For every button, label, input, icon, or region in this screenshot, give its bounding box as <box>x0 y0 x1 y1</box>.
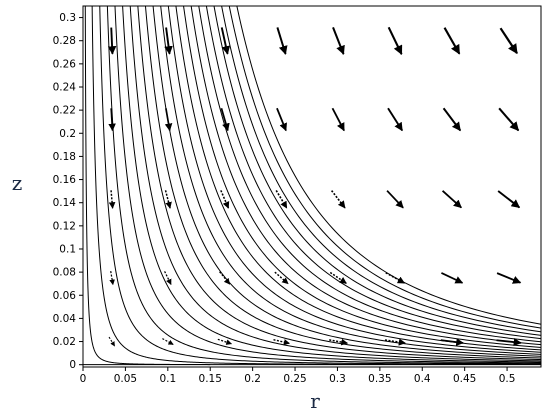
y-tick-label: 0.06 <box>53 290 77 302</box>
y-tick-label: 0.2 <box>59 128 76 140</box>
velocity-arrow <box>220 27 231 55</box>
y-tick-label: 0.3 <box>59 12 76 24</box>
x-tick-label: 0.35 <box>368 373 391 385</box>
y-tick-label: 0.22 <box>53 105 76 117</box>
streamline <box>228 5 542 329</box>
velocity-arrow <box>441 272 464 284</box>
velocity-arrow <box>496 272 522 284</box>
plot-frame <box>82 5 542 368</box>
y-tick-label: 0.14 <box>53 197 77 209</box>
velocity-arrow <box>387 26 403 55</box>
streamline <box>160 5 542 355</box>
velocity-arrow <box>329 338 349 346</box>
streamline <box>198 5 542 343</box>
streamline <box>91 5 541 366</box>
velocity-arrow <box>499 27 518 55</box>
x-tick-label: 0.3 <box>329 373 346 385</box>
velocity-arrow <box>275 190 288 209</box>
y-tick-label: 0 <box>69 359 76 371</box>
streamline <box>152 5 542 357</box>
velocity-arrow <box>108 108 116 132</box>
x-tick-label: 0.05 <box>114 373 137 385</box>
velocity-arrows <box>107 26 522 347</box>
velocity-arrow <box>332 26 345 55</box>
streamline <box>106 5 542 365</box>
y-tick-label: 0.1 <box>59 243 76 255</box>
streamline <box>167 5 542 353</box>
y-tick-label: 0.08 <box>53 267 76 279</box>
x-axis-title: r <box>310 389 320 413</box>
velocity-arrow <box>274 271 289 285</box>
streamline <box>213 5 542 336</box>
streamline <box>175 5 542 351</box>
velocity-arrow <box>330 190 346 209</box>
x-tick-label: 0 <box>80 373 87 385</box>
streamline <box>137 5 542 361</box>
velocity-arrow <box>496 338 522 347</box>
y-tick-label: 0.24 <box>53 81 77 93</box>
y-axis-title: z <box>12 171 23 195</box>
velocity-arrow <box>498 107 520 132</box>
y-tick-label: 0.02 <box>53 336 76 348</box>
y-tick-label: 0.12 <box>53 220 76 232</box>
streamlines <box>83 5 542 366</box>
y-tick-label: 0.18 <box>53 151 76 163</box>
velocity-arrow <box>162 338 174 346</box>
velocity-arrow <box>273 339 291 346</box>
y-axis: 0 0.02 0.04 0.06 0.08 0.1 0.12 0.14 0.16 0.18 0.2 0… <box>53 12 83 371</box>
x-axis: 0 0.05 0.1 0.15 0.2 0.25 0.3 0.35 0.4 0.45 0.5 <box>80 367 516 385</box>
velocity-arrow <box>109 271 115 286</box>
velocity-arrow <box>440 338 464 346</box>
velocity-arrow <box>442 107 462 132</box>
velocity-arrow <box>219 271 231 285</box>
velocity-arrow <box>108 190 116 209</box>
streamline <box>129 5 542 362</box>
streamline <box>84 5 211 366</box>
x-tick-label: 0.45 <box>453 373 476 385</box>
velocity-arrow <box>443 27 461 55</box>
velocity-arrow <box>217 338 232 345</box>
velocity-arrow <box>497 190 521 209</box>
streamline <box>183 5 542 348</box>
velocity-arrow <box>387 107 404 132</box>
streamline <box>236 5 542 325</box>
x-tick-label: 0.1 <box>159 373 176 385</box>
x-tick-label: 0.2 <box>244 373 261 385</box>
x-tick-label: 0.5 <box>499 373 516 385</box>
streamline <box>114 5 542 364</box>
velocity-arrow <box>107 27 117 55</box>
streamline <box>122 5 542 363</box>
y-tick-label: 0.16 <box>53 174 77 186</box>
streamline <box>190 5 542 346</box>
velocity-arrow <box>164 108 173 132</box>
x-tick-label: 0.15 <box>199 373 222 385</box>
velocity-arrow <box>276 107 287 132</box>
velocity-arrow <box>276 27 288 55</box>
streamline <box>144 5 542 359</box>
velocity-arrow <box>220 108 230 132</box>
velocity-arrow <box>386 190 404 209</box>
velocity-arrow <box>331 107 345 132</box>
streamline <box>205 5 542 340</box>
velocity-arrow <box>108 336 116 347</box>
x-tick-label: 0.4 <box>414 373 431 385</box>
y-tick-label: 0.04 <box>53 313 77 325</box>
y-tick-label: 0.28 <box>53 35 76 47</box>
y-tick-label: 0.26 <box>53 58 77 70</box>
velocity-arrow <box>164 27 173 55</box>
x-tick-label: 0.25 <box>283 373 306 385</box>
velocity-arrow <box>164 271 172 285</box>
streamline <box>99 5 542 365</box>
velocity-arrow <box>164 190 172 209</box>
streamline <box>221 5 542 333</box>
velocity-arrow <box>441 190 462 209</box>
velocity-arrow <box>385 272 406 284</box>
